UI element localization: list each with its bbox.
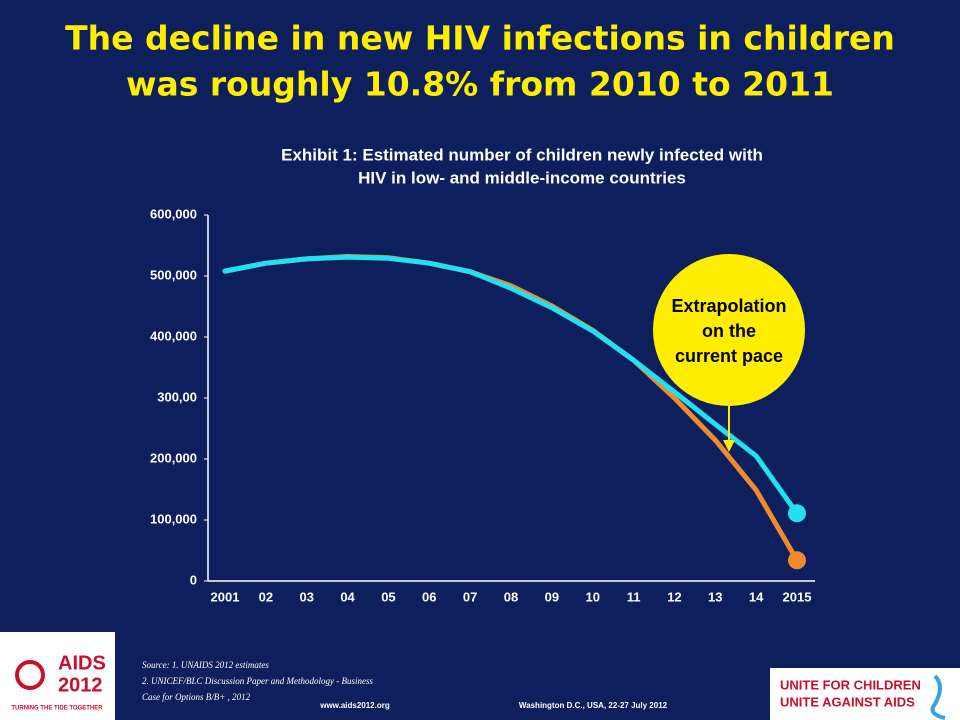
x-tick-label: 12 <box>667 589 681 604</box>
logo-text: 2012 <box>58 674 103 696</box>
footer-event: Washington D.C., USA, 22-27 July 2012 <box>519 701 668 710</box>
annotation-text: on the <box>702 321 756 341</box>
y-tick-label: 400,000 <box>150 328 197 343</box>
plot: 0 100,000 200,000 300,00 400,000 500,000 600,0… <box>150 206 811 604</box>
x-tick-label: 02 <box>259 589 273 604</box>
y-tick-label: 300,00 <box>157 389 197 404</box>
chart-title: Exhibit 1: Estimated number of children … <box>281 145 763 164</box>
logo-icon <box>930 674 946 720</box>
logo-left <box>0 632 115 720</box>
logo-text: AIDS <box>58 652 106 674</box>
arrow-head <box>723 440 735 452</box>
source: Case for Options B/B+ , 2012 <box>142 692 251 702</box>
y-tick-label: 600,000 <box>150 206 197 221</box>
end-point <box>788 504 806 523</box>
x-tick-label: 08 <box>504 589 518 604</box>
callout <box>653 254 805 406</box>
x-tick-label: 06 <box>422 589 436 604</box>
y-tick-label: 100,000 <box>150 511 197 526</box>
end-point <box>788 551 806 570</box>
y-tick-label: 200,000 <box>150 450 197 465</box>
annotation-text: current pace <box>675 346 783 366</box>
annotation-text: Extrapolation <box>671 296 786 316</box>
logo-text: TURNING THE TIDE TOGETHER <box>11 706 103 712</box>
chart-title: HIV in low- and middle-income countries <box>358 168 686 187</box>
x-tick-label: 03 <box>299 589 313 604</box>
logo-right <box>770 668 960 720</box>
x-tick-label: 2001 <box>211 589 240 604</box>
heading: was roughly 10.8% from 2010 to 2011 <box>126 65 834 104</box>
heading: The decline in new HIV infections in chi… <box>65 19 895 58</box>
y-tick-label: 0 <box>190 572 197 587</box>
x-tick-label: 04 <box>340 589 355 604</box>
logo-text: UNITE FOR CHILDREN <box>780 677 921 692</box>
x-tick-label: 13 <box>708 589 722 604</box>
logo-icon <box>15 660 45 690</box>
source: Source: 1. UNAIDS 2012 estimates <box>142 660 269 670</box>
x-tick-label: 10 <box>585 589 599 604</box>
series-line <box>222 254 800 516</box>
y-tick-label: 500,000 <box>150 267 197 282</box>
x-tick-label: 07 <box>463 589 477 604</box>
x-tick-label: 14 <box>749 589 764 604</box>
x-tick-label: 11 <box>627 589 641 604</box>
x-tick-label: 09 <box>545 589 559 604</box>
source: 2. UNICEF/BLC Discussion Paper and Metho… <box>142 676 373 686</box>
annotation: Extrapolation on the current pace <box>653 254 805 452</box>
x-tick-label: 2015 <box>783 589 812 604</box>
footer-url: www.aids2012.org <box>319 701 390 710</box>
x-tick-label: 05 <box>381 589 395 604</box>
logo-text: UNITE AGAINST AIDS <box>780 694 915 709</box>
